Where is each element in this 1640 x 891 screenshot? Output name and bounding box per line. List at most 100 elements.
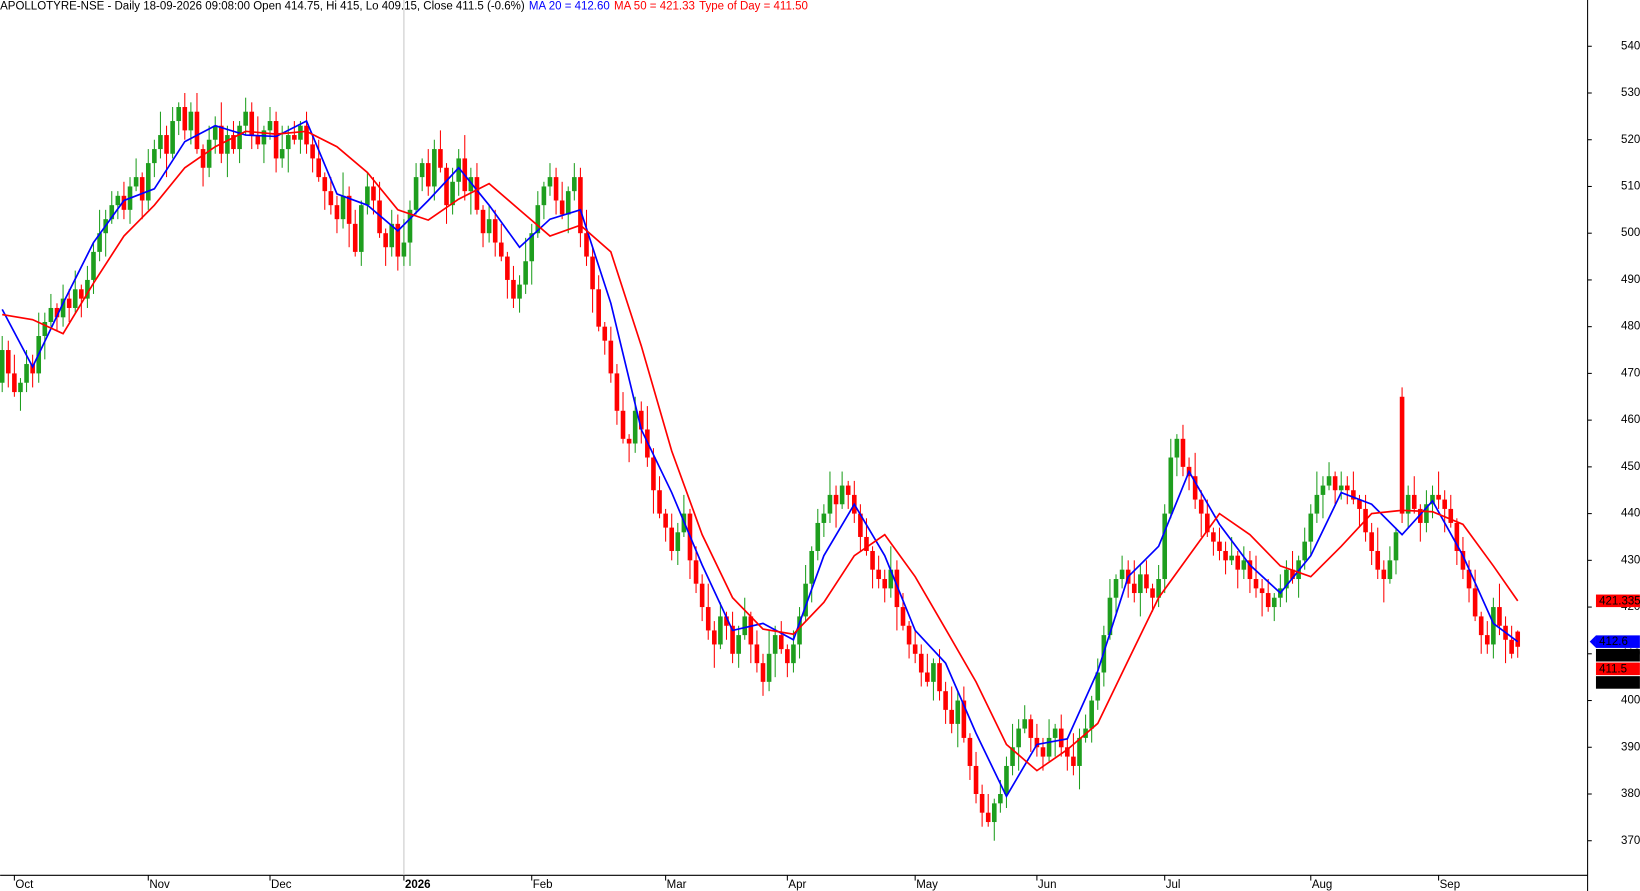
candle-body (1515, 631, 1521, 647)
candle-body (1022, 719, 1028, 729)
candle-body (12, 373, 17, 393)
candle-body (1271, 597, 1277, 608)
candle-body (413, 177, 419, 210)
candle-body (91, 251, 96, 280)
candle-body (797, 616, 802, 645)
y-tick-label: 480 (1621, 321, 1640, 333)
candle-body (1454, 522, 1460, 551)
candle-body (261, 130, 267, 145)
price-tag-label: 411.5 (1599, 663, 1627, 675)
candle-body (505, 256, 510, 280)
candle-body (547, 177, 553, 187)
candle-body (675, 532, 681, 551)
candle-body (79, 289, 84, 299)
candle-body (1235, 555, 1241, 570)
candle-body (206, 139, 212, 168)
candle-body (1308, 513, 1314, 542)
candle-body (931, 663, 936, 682)
header-part: Type of Day = 411.50 (699, 0, 808, 12)
candle-body (724, 616, 729, 626)
candle-body (1010, 747, 1015, 766)
candle-body (882, 579, 888, 589)
candle-body (1253, 579, 1259, 589)
candle-body (285, 135, 291, 150)
candle-body (1290, 569, 1295, 580)
y-tick-label: 460 (1621, 414, 1640, 426)
candle-body (334, 205, 340, 220)
candle-body (1168, 457, 1174, 514)
candle-body (1016, 728, 1021, 748)
candle-body (1229, 555, 1234, 561)
candle-body (425, 163, 431, 187)
candle-body (888, 569, 894, 589)
candle-body (498, 242, 504, 257)
candle-body (760, 663, 766, 682)
candle-body (322, 177, 328, 192)
price-tag-label: 412.6 (1599, 636, 1628, 648)
y-tick-label: 430 (1621, 554, 1640, 566)
chart-header: APOLLOTYRE-NSE - Daily 18-09-2026 09:08:… (0, 0, 808, 12)
y-tick-label: 540 (1621, 40, 1640, 52)
moving-average-line (2, 130, 1519, 772)
candle-body (231, 135, 236, 150)
candle-body (1119, 569, 1125, 580)
candle-body (139, 177, 145, 201)
price-tag-arrow (1589, 635, 1596, 648)
header-part: MA 20 = 412.60 (529, 0, 610, 12)
price-tag (1595, 676, 1640, 689)
candle-body (158, 135, 163, 150)
candle-body (967, 737, 973, 766)
candle-body (620, 410, 626, 439)
candle-body (699, 583, 705, 608)
candle-body (1107, 597, 1113, 636)
candle-body (42, 321, 48, 337)
candle-body (480, 209, 486, 234)
candle-body (1338, 485, 1344, 491)
candle-body (1046, 737, 1052, 757)
candle-body (602, 326, 608, 341)
candle-body (377, 200, 382, 234)
candle-body (145, 163, 151, 201)
candle-body (1357, 499, 1362, 509)
candle-body (279, 149, 285, 159)
candle-body (973, 765, 979, 794)
candle-body (389, 223, 395, 248)
price-tag-label: 421.335 (1599, 595, 1640, 607)
y-tick-label: 400 (1621, 695, 1640, 707)
candle-body (66, 298, 72, 308)
candle-body (1180, 438, 1186, 467)
candle-body (249, 111, 255, 136)
candle-body (54, 307, 60, 318)
candle-body (748, 616, 754, 645)
candle-body (1497, 607, 1502, 626)
candle-body (663, 513, 668, 528)
candle-body (1095, 672, 1101, 701)
candle-body (803, 583, 808, 617)
candle-body (18, 382, 23, 393)
candle-body (328, 191, 334, 206)
candle-body (961, 700, 967, 738)
candle-body (298, 125, 303, 140)
candle-body (870, 550, 875, 570)
candle-body (712, 630, 717, 645)
candle-body (1284, 569, 1289, 589)
candle-body (152, 149, 157, 164)
candle-body (188, 111, 194, 131)
candle-body (359, 205, 364, 252)
candle-body (1326, 476, 1332, 486)
candle-body (1314, 494, 1320, 514)
candle-body (1131, 583, 1137, 594)
x-tick-label: Jun (1038, 879, 1057, 891)
candle-body (419, 163, 425, 178)
candle-body (718, 616, 723, 645)
x-tick-label: Feb (533, 879, 553, 891)
x-tick-label: Oct (15, 879, 34, 891)
candle-body (1369, 532, 1374, 551)
x-tick-label: May (916, 879, 938, 891)
candle-body (693, 560, 699, 584)
candle-body (1138, 574, 1143, 594)
candle-body (590, 256, 595, 290)
candle-body (949, 709, 954, 724)
candle-body (194, 111, 200, 150)
